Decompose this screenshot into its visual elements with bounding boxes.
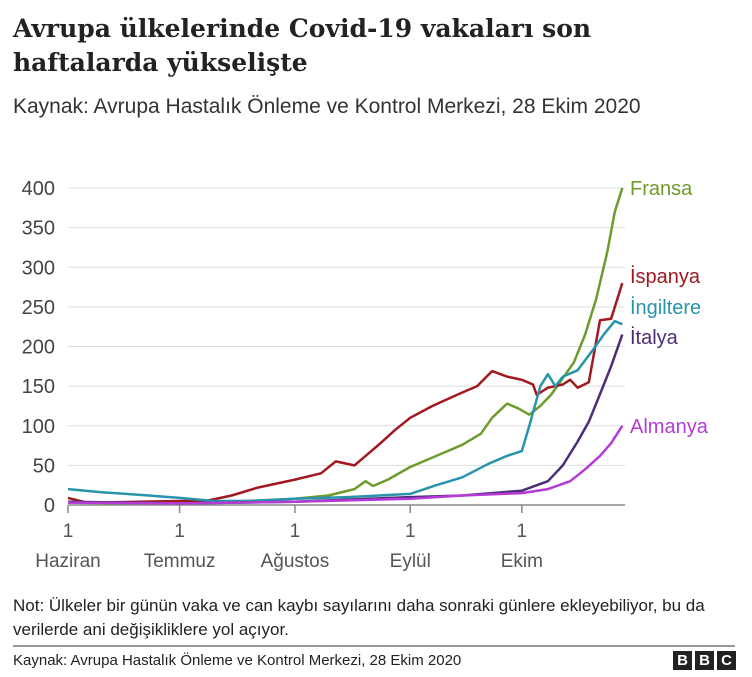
y-tick-label: 150 (22, 376, 55, 398)
y-tick-label: 100 (22, 416, 55, 438)
series-line-İngiltere (67, 319, 623, 503)
series-label: Fransa (630, 178, 693, 200)
x-tick-month: Eylül (390, 551, 431, 572)
series-label: Almanya (630, 416, 709, 438)
y-tick-label: 50 (33, 455, 55, 477)
series-label: İspanya (630, 265, 701, 288)
line-chart: 0 50 100 150 200 250 300 350 400 1 Haziran 1 Temmuz 1… (22, 178, 709, 572)
chart-title: Avrupa ülkelerinde Covid-19 vakaları son… (13, 14, 592, 77)
series-label: İngiltere (630, 296, 701, 319)
x-tick-month: Ağustos (261, 551, 330, 572)
x-tick-day: 1 (174, 521, 185, 542)
y-tick-label: 250 (22, 297, 55, 319)
chart-subtitle: Kaynak: Avrupa Hastalık Önleme ve Kontro… (13, 95, 641, 118)
logo-letter: C (717, 651, 736, 670)
x-tick-day: 1 (290, 521, 301, 542)
source-text: Kaynak: Avrupa Hastalık Önleme ve Kontro… (13, 652, 462, 669)
x-tick-month: Ekim (501, 551, 543, 572)
series-line-Almanya (67, 425, 624, 505)
y-tick-label: 200 (22, 337, 55, 359)
x-tick-day: 1 (63, 521, 74, 542)
y-tick-label: 300 (22, 257, 55, 279)
footnote: Not: Ülkeler bir günün vaka ve can kaybı… (13, 596, 705, 639)
bbc-logo: B B C (673, 651, 736, 670)
series-line-İspanya (67, 282, 624, 504)
logo-letter: B (673, 651, 692, 670)
logo-letter: B (695, 651, 714, 670)
x-tick-day: 1 (517, 521, 528, 542)
series-line-Fransa (67, 187, 624, 505)
x-tick-day: 1 (405, 521, 416, 542)
footer-divider (13, 645, 735, 647)
y-tick-label: 400 (22, 178, 55, 200)
series-label: İtalya (630, 326, 679, 349)
y-tick-label: 350 (22, 218, 55, 240)
x-tick-month: Haziran (35, 551, 100, 572)
x-tick-month: Temmuz (144, 551, 216, 572)
series-line-İtalya (67, 334, 624, 505)
y-tick-label: 0 (44, 495, 55, 517)
